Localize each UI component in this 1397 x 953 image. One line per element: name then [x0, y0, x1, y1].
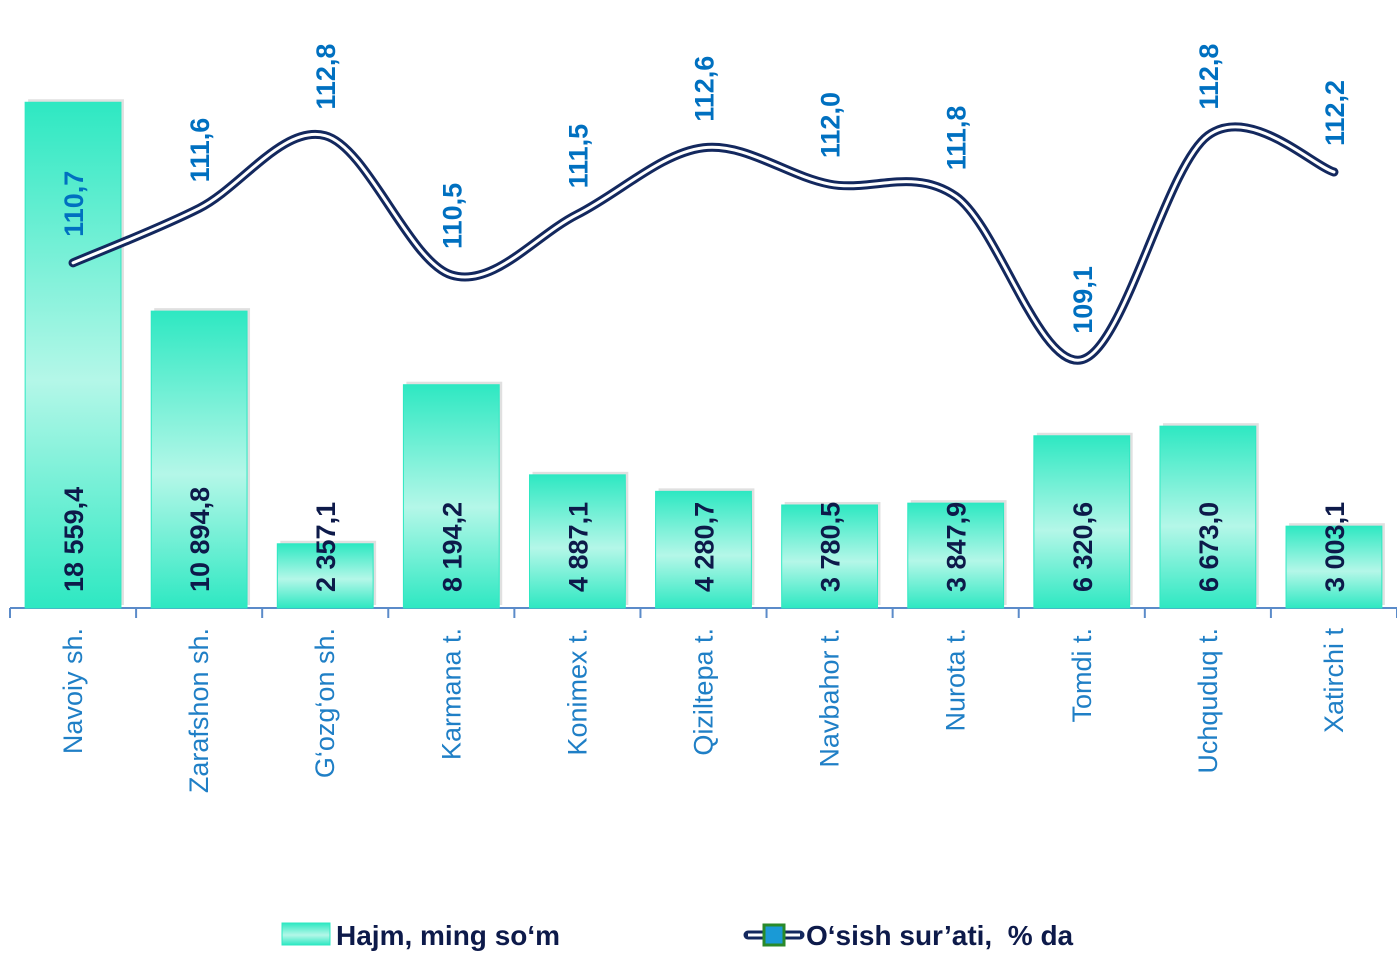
bar — [655, 490, 752, 609]
x-tick-label: Xatirchi t — [1319, 628, 1349, 734]
line-value-label: 111,6 — [185, 118, 215, 183]
line-value-label: 110,5 — [437, 183, 467, 249]
bar-value-label: 8 194,2 — [437, 502, 467, 592]
bar-value-label: 4 280,7 — [690, 502, 720, 592]
bar — [1033, 435, 1131, 609]
bar-value-label: 3 003,1 — [1320, 502, 1350, 592]
bar — [402, 384, 500, 609]
bar-value-label: 18 559,4 — [59, 487, 89, 592]
bar — [276, 543, 374, 609]
line-value-label: 112,6 — [690, 56, 720, 122]
bar — [528, 474, 626, 609]
bar-value-label: 6 673,0 — [1194, 502, 1224, 592]
line-value-label: 109,1 — [1068, 266, 1098, 334]
x-tick-label: Konimex t. — [562, 628, 592, 756]
x-tick-label: Qiziltepa t. — [689, 628, 719, 756]
bar-value-label: 10 894,8 — [185, 487, 215, 592]
line-value-label: 111,5 — [563, 124, 593, 189]
bar — [1285, 525, 1383, 609]
legend-swatch — [281, 922, 331, 946]
x-tick-label: Uchquduq t. — [1193, 628, 1223, 774]
bar — [781, 504, 879, 609]
bar — [150, 310, 248, 609]
x-tick-label: Zarafshon sh. — [184, 628, 214, 793]
bar — [907, 502, 1005, 609]
x-tick-label: G‘ozg‘on sh. — [310, 628, 340, 778]
bar-value-label: 6 320,6 — [1068, 502, 1098, 592]
bar-value-label: 4 887,1 — [563, 502, 593, 592]
bar-value-label: 2 357,1 — [311, 502, 341, 592]
line-value-label: 112,0 — [816, 92, 846, 158]
legend-label: Hajm, ming so‘m — [336, 920, 560, 951]
x-tick-label: Navbahor t. — [815, 628, 845, 768]
legend-marker — [762, 923, 786, 947]
x-tick-label: Tomdi t. — [1067, 628, 1097, 723]
bar-value-label: 3 780,5 — [816, 502, 846, 592]
line-value-label: 112,2 — [1320, 80, 1350, 146]
line-value-label: 111,8 — [942, 106, 972, 171]
line-value-label: 112,8 — [1194, 44, 1224, 110]
line-value-label: 112,8 — [311, 44, 341, 110]
bar — [1159, 425, 1257, 609]
x-tick-label: Karmana t. — [436, 628, 466, 760]
bar — [24, 101, 122, 609]
bar-value-label: 3 847,9 — [942, 502, 972, 592]
legend-label: O‘sish sur’ati, % da — [806, 920, 1074, 951]
x-tick-label: Navoiy sh. — [58, 628, 88, 754]
line — [71, 125, 1336, 362]
x-tick-label: Nurota t. — [941, 628, 971, 732]
line-value-label: 110,7 — [59, 171, 89, 237]
